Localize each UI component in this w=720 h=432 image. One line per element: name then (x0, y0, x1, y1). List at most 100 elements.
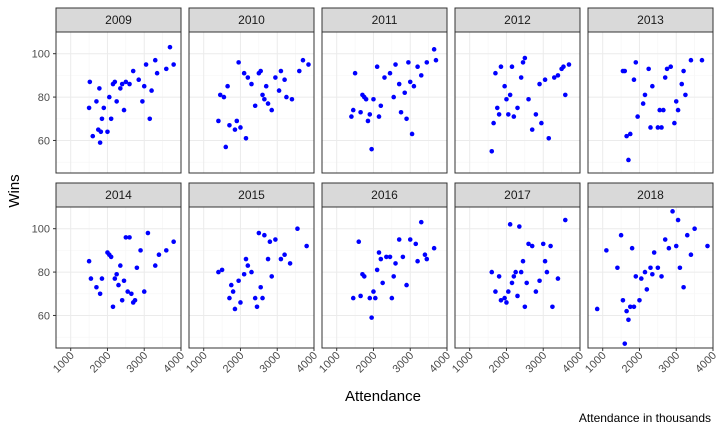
facet-strip-label: 2011 (372, 13, 398, 27)
data-point (228, 282, 234, 288)
data-point (400, 254, 406, 260)
data-point (216, 269, 221, 275)
data-point (526, 96, 531, 102)
data-point (673, 99, 679, 104)
data-point (90, 133, 96, 139)
data-point (659, 125, 664, 130)
data-point (692, 226, 697, 231)
data-point (494, 105, 500, 111)
data-point (374, 267, 380, 273)
data-point (631, 77, 637, 83)
data-point (404, 116, 409, 122)
data-point (705, 243, 710, 249)
data-point (256, 230, 262, 236)
data-point (141, 83, 147, 89)
data-point (542, 258, 548, 264)
data-point (171, 239, 176, 245)
data-point (396, 237, 402, 242)
data-point (252, 295, 258, 301)
data-point (406, 60, 411, 65)
data-point (562, 217, 568, 223)
data-point (369, 146, 374, 152)
data-point (367, 112, 373, 117)
data-point (112, 79, 118, 85)
data-point (138, 248, 143, 253)
facet-panel-2016: 2016 (321, 182, 448, 349)
data-point (238, 300, 243, 305)
panel-border (587, 206, 714, 349)
facet-strip (587, 7, 714, 33)
data-point (393, 62, 398, 67)
data-point (269, 274, 275, 279)
data-point (295, 226, 300, 231)
data-point (374, 64, 380, 70)
facet-strip-label: 2014 (105, 188, 132, 202)
data-point (681, 68, 686, 74)
data-point (125, 289, 130, 294)
data-point (502, 83, 507, 89)
data-point (289, 96, 295, 102)
data-point (350, 295, 356, 301)
data-point (666, 245, 672, 251)
data-point (537, 81, 542, 87)
panel-border (454, 206, 581, 349)
data-point (258, 284, 263, 290)
data-point (562, 92, 568, 98)
panel-plot-area (189, 32, 314, 173)
data-point (655, 125, 661, 130)
data-point (657, 107, 662, 113)
data-point (504, 96, 509, 102)
data-point (167, 44, 173, 50)
data-point (130, 68, 136, 74)
x-tick-label: 4000 (294, 350, 320, 376)
x-tick-label: 1000 (317, 350, 343, 376)
data-point (86, 258, 92, 264)
data-point (119, 297, 125, 303)
data-point (217, 92, 223, 98)
y-tick-label: 100 (32, 224, 50, 236)
data-point (282, 252, 287, 258)
data-point (659, 274, 664, 279)
data-point (526, 241, 531, 247)
facet-panel-2013: 2013 (587, 7, 714, 174)
data-point (121, 278, 127, 284)
data-point (99, 116, 105, 122)
x-tick-label: 4000 (161, 350, 187, 376)
data-point (376, 250, 382, 255)
panel-background (56, 207, 181, 348)
data-point (670, 209, 675, 214)
data-point (677, 265, 683, 271)
data-point (539, 120, 544, 126)
data-point (384, 254, 389, 260)
data-point (387, 70, 393, 76)
data-point (664, 66, 670, 72)
data-point (498, 64, 504, 70)
facet-panel-2014: 2014 (55, 182, 182, 349)
data-point (413, 241, 419, 247)
data-point (97, 86, 102, 91)
data-point (633, 274, 639, 279)
data-point (518, 75, 524, 80)
data-point (378, 256, 384, 262)
data-point (506, 112, 511, 117)
data-point (94, 284, 99, 290)
data-point (352, 70, 358, 76)
data-point (156, 252, 162, 258)
data-point (114, 99, 119, 104)
data-point (622, 68, 628, 74)
facet-strip-label: 2010 (238, 13, 265, 27)
data-point (411, 83, 417, 89)
data-point (123, 235, 129, 240)
data-point (121, 107, 127, 113)
data-point (391, 94, 396, 100)
data-point (265, 101, 271, 106)
data-point (517, 224, 522, 229)
data-point (522, 55, 528, 61)
data-point (662, 237, 668, 242)
facet-strip (454, 182, 581, 208)
data-point (97, 291, 103, 297)
facet-strip-label: 2015 (238, 188, 265, 202)
facet-panel-2015: 2015 (188, 182, 315, 349)
data-point (94, 99, 99, 104)
x-tick-label: 2000 (487, 350, 513, 376)
